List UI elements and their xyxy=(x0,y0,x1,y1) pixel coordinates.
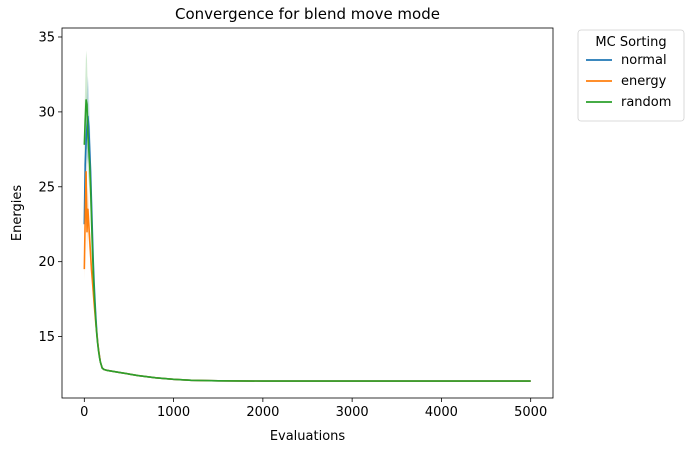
x-tick-label: 4000 xyxy=(425,405,458,420)
legend-title: MC Sorting xyxy=(595,35,666,50)
confidence-bands xyxy=(84,50,531,382)
x-axis-ticks: 0 1000 2000 3000 4000 5000 xyxy=(80,398,547,420)
band-random xyxy=(84,50,531,382)
x-tick-label: 0 xyxy=(80,405,88,420)
series-line-normal xyxy=(83,115,531,382)
x-tick-label: 3000 xyxy=(336,405,369,420)
series-line-energy xyxy=(83,171,531,382)
legend-box xyxy=(577,29,685,122)
legend-label-random: random xyxy=(621,95,671,110)
legend-label-normal: normal xyxy=(621,53,667,68)
x-tick-label: 2000 xyxy=(246,405,279,420)
plot-frame xyxy=(61,27,554,399)
legend: MC Sorting normal energy random xyxy=(577,29,685,122)
x-tick-label: 5000 xyxy=(514,405,547,420)
legend-label-energy: energy xyxy=(621,74,667,89)
x-axis-label: Evaluations xyxy=(270,429,346,444)
series-line-random xyxy=(83,99,531,382)
y-tick-label: 20 xyxy=(38,255,55,270)
y-tick-label: 15 xyxy=(38,330,55,345)
y-tick-label: 30 xyxy=(38,105,55,120)
y-axis-label: Energies xyxy=(10,185,25,241)
y-axis-ticks: 15 20 25 30 35 xyxy=(38,30,62,345)
x-tick-label: 1000 xyxy=(157,405,190,420)
band-energy xyxy=(84,141,531,382)
legend-items: normal energy random xyxy=(586,53,671,110)
y-tick-label: 25 xyxy=(38,180,55,195)
band-normal xyxy=(84,75,531,382)
chart-title: Convergence for blend move mode xyxy=(175,5,440,23)
series-lines xyxy=(83,99,531,382)
y-tick-label: 35 xyxy=(38,30,55,45)
